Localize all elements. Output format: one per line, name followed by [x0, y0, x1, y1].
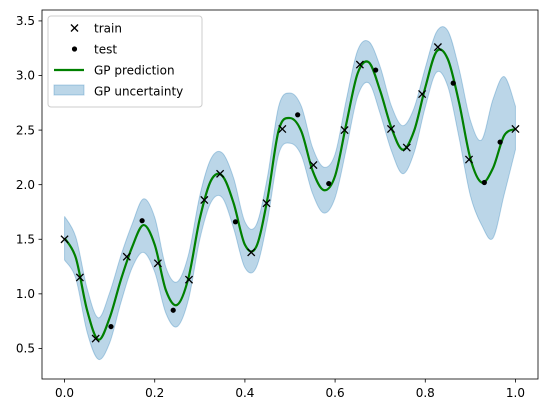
train-point: [464, 155, 474, 164]
train-point: [309, 160, 318, 170]
train-point: [355, 60, 364, 69]
legend: train test GP prediction GP uncertainty: [47, 15, 203, 108]
train-point: [386, 124, 396, 134]
test-point: [450, 80, 456, 86]
train-point: [91, 334, 100, 343]
test-point: [295, 112, 301, 118]
x-axis-ticks: 0.0 0.2 0.4 0.6 0.8 1.0: [55, 379, 525, 400]
x-tick-label: 0.8: [416, 386, 435, 400]
train-point: [216, 169, 225, 178]
dot-marker-icon: [71, 46, 78, 52]
y-tick-label: 1.0: [16, 287, 35, 301]
legend-box: [47, 15, 203, 108]
legend-label: GP prediction: [94, 64, 175, 78]
legend-label: train: [94, 22, 122, 36]
legend-entry-prediction: GP prediction: [54, 64, 175, 78]
legend-label: test: [94, 43, 117, 57]
x-tick-label: 0.0: [55, 386, 74, 400]
axes-frame: [41, 9, 539, 380]
test-point: [139, 218, 145, 224]
y-tick-label: 0.5: [16, 342, 35, 356]
y-tick-label: 2.0: [16, 178, 35, 192]
train-point: [511, 124, 520, 134]
train-point: [75, 273, 84, 282]
test-point: [108, 323, 114, 330]
x-tick-label: 0.4: [235, 386, 254, 400]
train-point: [418, 90, 427, 99]
test-point: [481, 179, 487, 186]
y-tick-label: 1.5: [16, 232, 35, 246]
train-point: [60, 235, 69, 244]
train-point: [433, 43, 442, 52]
legend-entry-uncertainty: GP uncertainty: [53, 84, 183, 99]
train-point: [153, 259, 162, 268]
train-point: [340, 126, 349, 135]
x-tick-label: 1.0: [506, 386, 525, 400]
train-point: [200, 195, 209, 205]
test-point: [497, 139, 503, 145]
y-tick-label: 3.5: [16, 14, 35, 28]
test-point: [373, 67, 379, 73]
legend-entry-test: test: [71, 43, 117, 57]
x-tick-label: 0.2: [145, 386, 164, 400]
legend-label: GP uncertainty: [94, 85, 183, 99]
test-point: [326, 180, 332, 187]
test-point: [232, 219, 239, 225]
band-swatch-icon: [53, 84, 85, 96]
train-point: [402, 143, 411, 152]
x-marker-icon: [70, 24, 79, 32]
y-tick-label: 2.5: [16, 123, 35, 137]
y-axis-ticks: 0.5 1.0 1.5 2.0 2.5 3.0 3.5: [16, 14, 42, 356]
legend-entry-train: train: [70, 22, 122, 36]
train-point: [184, 275, 194, 284]
test-point: [170, 307, 176, 313]
train-point: [262, 199, 271, 208]
y-tick-label: 3.0: [16, 69, 35, 83]
marker-layer: [60, 43, 520, 343]
train-point: [247, 248, 256, 257]
x-tick-label: 0.6: [326, 386, 345, 400]
train-point: [278, 124, 287, 134]
train-point: [122, 252, 131, 261]
